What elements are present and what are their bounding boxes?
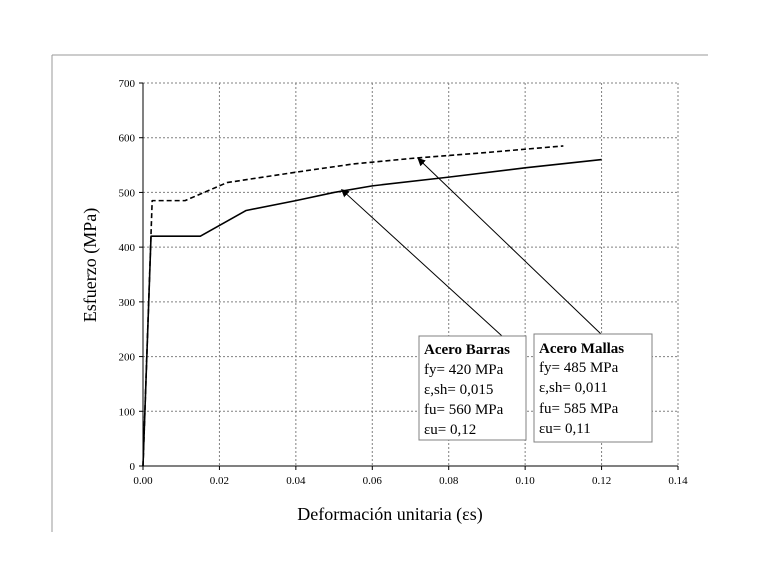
x-tick-label: 0.12 <box>592 475 611 487</box>
annotation-mallas-line: fy= 485 MPa <box>539 360 619 376</box>
annotation-mallas-title: Acero Mallas <box>539 341 624 357</box>
annotation-mallas-box <box>533 333 653 443</box>
y-tick-label: 200 <box>119 352 136 364</box>
axes <box>139 82 679 470</box>
annotation-arrows <box>340 157 602 337</box>
annotation-barras-box <box>418 335 527 441</box>
y-tick-label: 600 <box>119 133 136 145</box>
x-tick-label: 0.10 <box>516 475 536 487</box>
annotation-arrow-mallas <box>417 157 602 335</box>
annotation-barras-line: εu= 0,12 <box>424 422 476 438</box>
data-series <box>142 145 602 467</box>
series-line-acero-mallas <box>142 145 564 467</box>
annotation-barras: Acero Barras fy= 420 MPa ε,sh= 0,015 fu=… <box>418 335 527 441</box>
x-axis-title: Deformación unitaria (εs) <box>297 504 482 525</box>
y-tick-label: 400 <box>119 242 136 254</box>
y-tick-label: 500 <box>119 187 136 199</box>
x-tick-label: 0.06 <box>363 475 383 487</box>
annotation-barras-line: fy= 420 MPa <box>424 362 504 378</box>
x-tick-label: 0.08 <box>439 475 459 487</box>
y-tick-labels: 0 100 200 300 400 500 600 700 <box>119 78 136 473</box>
annotation-barras-line: ε,sh= 0,015 <box>424 382 493 398</box>
annotation-mallas-line: εu= 0,11 <box>539 421 591 437</box>
series-line-acero-barras <box>142 158 602 467</box>
x-tick-label: 0.14 <box>668 475 688 487</box>
annotation-arrow-barras <box>340 189 503 337</box>
annotation-barras-line: fu= 560 MPa <box>424 402 504 418</box>
y-tick-label: 700 <box>119 78 136 90</box>
annotation-mallas-line: ε,sh= 0,011 <box>539 380 608 396</box>
x-tick-label: 0.00 <box>133 475 153 487</box>
y-tick-label: 300 <box>119 297 136 309</box>
x-tick-label: 0.02 <box>210 475 229 487</box>
annotation-mallas: Acero Mallas fy= 485 MPa ε,sh= 0,011 fu=… <box>533 333 653 443</box>
y-tick-label: 100 <box>119 406 136 418</box>
y-axis-title: Esfuerzo (MPa) <box>80 208 101 322</box>
y-tick-label: 0 <box>130 461 136 473</box>
x-tick-labels: 0.00 0.02 0.04 0.06 0.08 0.10 0.12 0.14 <box>133 475 688 487</box>
annotation-barras-title: Acero Barras <box>424 342 510 358</box>
annotation-mallas-line: fu= 585 MPa <box>539 401 619 417</box>
x-tick-label: 0.04 <box>286 475 306 487</box>
